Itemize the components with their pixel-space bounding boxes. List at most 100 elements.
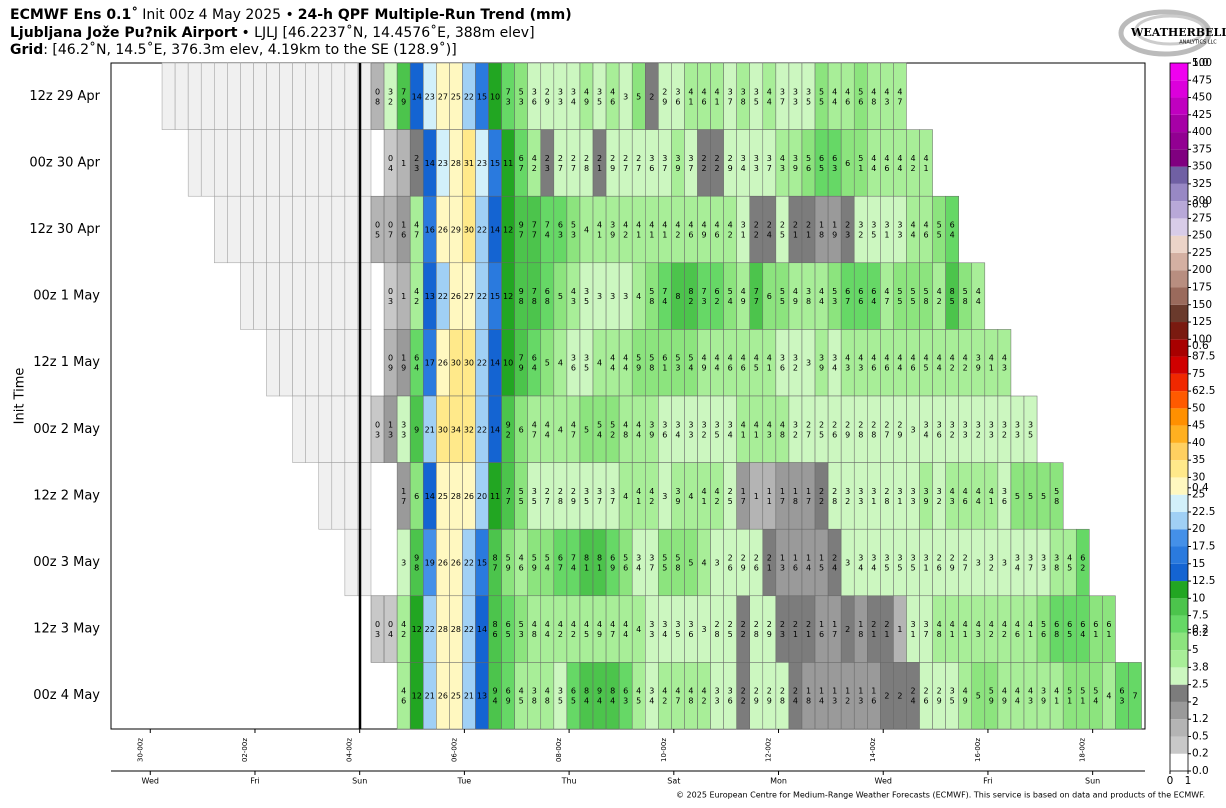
colorbar-bin: [1170, 63, 1188, 81]
colorbar-label: 10: [1192, 592, 1205, 604]
colorbar-bin: [1170, 322, 1188, 340]
colorbar-label: 40: [1192, 437, 1205, 449]
row-label: 00z 30 Apr: [29, 155, 100, 170]
placeholder-cell: [292, 129, 306, 197]
day-label: Tue: [457, 777, 472, 786]
colorbar-label: 0.0: [1192, 765, 1209, 777]
x-tick-label: 12-00z: [765, 738, 773, 762]
colorbar-bin: [1170, 287, 1188, 305]
cell-label: 5: [976, 691, 981, 700]
day-label: Sun: [352, 777, 367, 786]
colorbar-label: 6.2: [1192, 627, 1209, 639]
colorbar-x-label: 1: [1185, 775, 1192, 787]
placeholder-cell: [305, 129, 320, 197]
colorbar-label: 12.5: [1192, 575, 1215, 587]
cell-label: 4: [636, 625, 641, 634]
cell-label: 6: [519, 425, 524, 434]
colorbar-label: 2: [1192, 696, 1199, 708]
day-label: Mon: [770, 777, 787, 786]
placeholder-cell: [331, 195, 346, 264]
cell-label: 22: [438, 292, 448, 301]
cell-label: 1: [754, 491, 759, 500]
cell-label: 13: [425, 292, 435, 301]
placeholder-cell: [318, 262, 333, 330]
x-tick-label: 10-00z: [660, 738, 668, 762]
cell-label: 25: [451, 92, 461, 101]
cell-label: 1: [401, 158, 406, 167]
colorbar-label-2: 0.2: [1192, 623, 1209, 635]
placeholder-cell: [305, 195, 320, 264]
cell-label: 3: [715, 558, 720, 567]
colorbar-label: 200: [1192, 264, 1212, 276]
cell-label: 23: [438, 158, 448, 167]
cell-label: 21: [425, 691, 435, 700]
day-label: Sun: [1085, 777, 1100, 786]
colorbar-label: 0.2: [1192, 748, 1209, 760]
colorbar-label: 500: [1192, 57, 1212, 69]
placeholder-cell: [331, 262, 346, 330]
colorbar-label: 250: [1192, 230, 1212, 242]
placeholder-cell: [227, 195, 241, 264]
placeholder-cell: [318, 329, 333, 397]
colorbar-label: 225: [1192, 247, 1212, 259]
row-label: 00z 3 May: [33, 555, 100, 570]
colorbar-bin: [1170, 442, 1188, 461]
colorbar-bin: [1170, 391, 1188, 409]
colorbar-bin: [1170, 373, 1188, 392]
placeholder-cell: [305, 262, 320, 330]
colorbar-bin: [1170, 80, 1188, 98]
colorbar-bin: [1170, 339, 1188, 357]
cell-label: 26: [451, 558, 461, 567]
placeholder-cell: [292, 62, 306, 130]
